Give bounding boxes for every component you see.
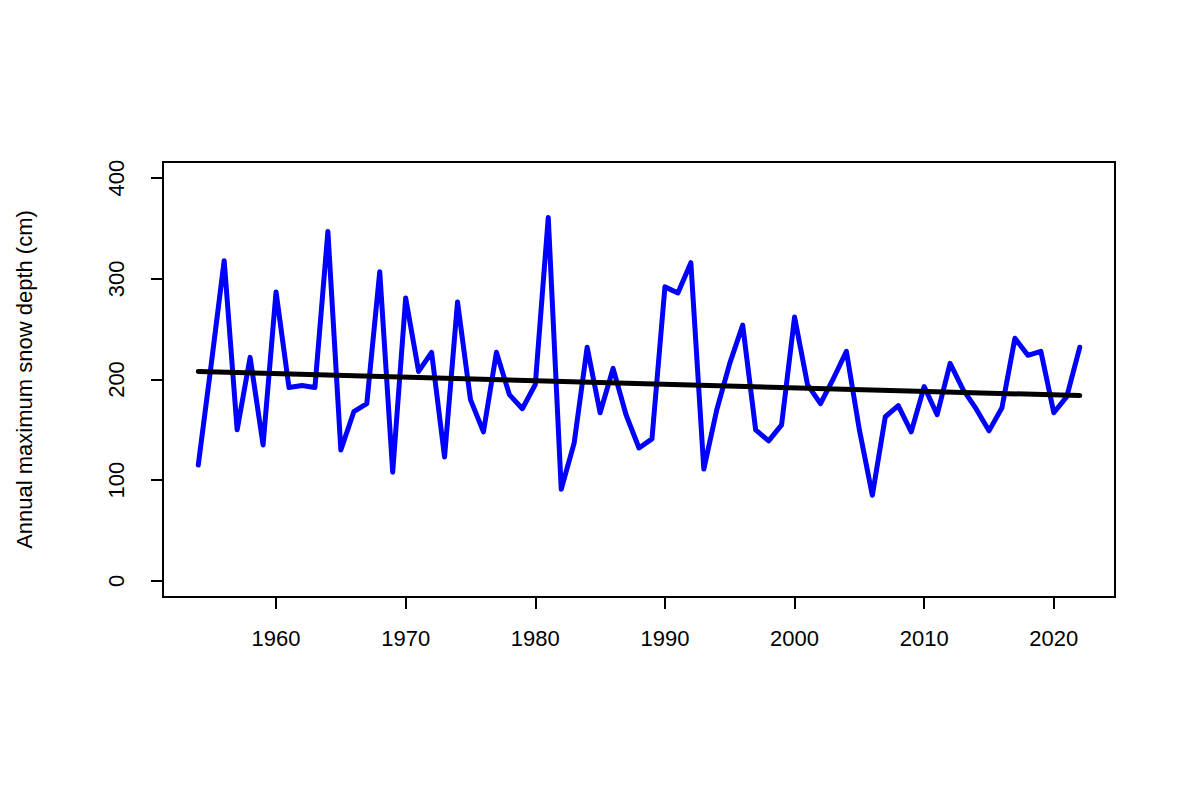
svg-text:100: 100 (104, 462, 129, 499)
svg-text:1990: 1990 (640, 626, 689, 651)
svg-text:2020: 2020 (1029, 626, 1078, 651)
svg-text:1980: 1980 (511, 626, 560, 651)
svg-text:0: 0 (104, 575, 129, 587)
svg-text:300: 300 (104, 260, 129, 297)
svg-text:200: 200 (104, 361, 129, 398)
svg-text:2000: 2000 (770, 626, 819, 651)
svg-text:400: 400 (104, 160, 129, 197)
svg-text:Annual maximum snow depth (cm): Annual maximum snow depth (cm) (12, 210, 37, 549)
svg-text:1970: 1970 (381, 626, 430, 651)
svg-text:2010: 2010 (900, 626, 949, 651)
svg-text:1960: 1960 (252, 626, 301, 651)
